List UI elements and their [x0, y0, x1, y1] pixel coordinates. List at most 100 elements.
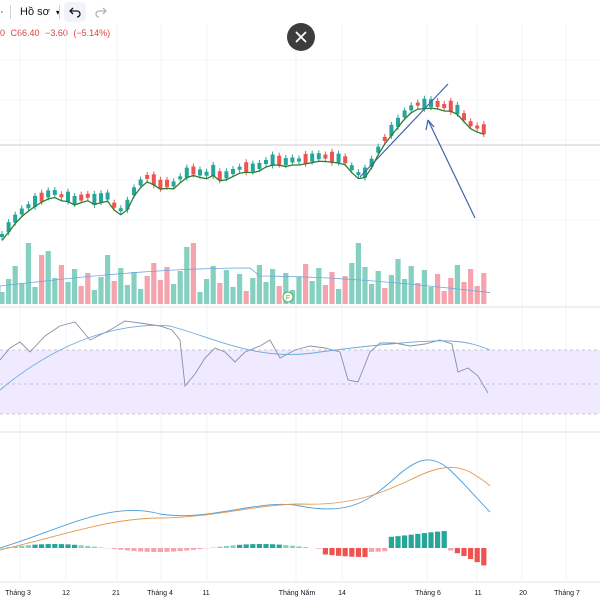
macd-histogram-bar	[256, 544, 262, 548]
volume-bar	[395, 259, 401, 304]
candle-body	[343, 156, 348, 164]
candle-body	[435, 100, 440, 107]
volume-bar	[382, 288, 388, 304]
candle-body	[231, 169, 235, 174]
macd-histogram-bar	[164, 548, 170, 552]
time-axis-label: 11	[474, 590, 481, 597]
volume-ma-line	[0, 267, 491, 293]
candle-body	[125, 199, 130, 210]
candle-body	[59, 194, 64, 198]
toolbar-separator	[10, 5, 11, 19]
volume-bar	[138, 289, 144, 304]
redo-button[interactable]	[90, 2, 112, 22]
candle-body	[442, 104, 447, 108]
volume-bar	[428, 287, 434, 304]
candle-body	[402, 110, 407, 118]
candle-body	[468, 121, 473, 127]
candle-body	[389, 124, 394, 136]
macd-histogram-bar	[322, 548, 328, 555]
volume-bar	[157, 280, 163, 304]
rsi-line	[0, 320, 489, 394]
volume-bar	[25, 243, 31, 304]
macd-histogram-bar	[12, 546, 18, 548]
legend-change-pct: (−5.14%)	[73, 28, 111, 38]
macd-histogram-bar	[190, 548, 196, 550]
volume-bar	[441, 291, 447, 304]
close-button[interactable]	[287, 23, 315, 51]
candle-body	[171, 181, 176, 187]
macd-histogram-bar	[428, 532, 434, 548]
macd-histogram-bar	[45, 544, 51, 548]
macd-histogram-bar	[461, 548, 467, 557]
volume-bar	[250, 278, 256, 304]
macd-histogram-bar	[270, 544, 276, 548]
volume-bar	[362, 267, 368, 304]
macd-histogram-bar	[283, 545, 289, 548]
toolbar-left-edge[interactable]: ·	[0, 6, 4, 18]
volume-bar	[105, 255, 111, 304]
time-axis-label: 20	[519, 590, 527, 597]
event-marker-icon: F	[282, 291, 294, 303]
candle-body	[415, 102, 420, 106]
volume-bar	[408, 266, 414, 304]
volume-bar	[164, 267, 170, 304]
volume-bar	[111, 281, 117, 304]
candle-body	[191, 166, 196, 175]
time-axis-label: Tháng 7	[554, 590, 580, 597]
profile-menu-button[interactable]: Hồ sơ ▾	[20, 2, 60, 22]
macd-histogram-bar	[65, 544, 71, 548]
candle-body	[6, 222, 11, 233]
volume-bar	[98, 277, 104, 304]
close-icon	[295, 31, 307, 43]
macd-histogram-bar	[276, 544, 282, 548]
macd-pane	[0, 459, 491, 566]
volume-bar	[91, 290, 97, 304]
candle-body	[165, 179, 169, 187]
macd-histogram-bar	[369, 548, 375, 552]
macd-histogram-bar	[355, 548, 361, 557]
volume-bar	[263, 282, 269, 304]
macd-histogram-bar	[144, 548, 150, 552]
volume-bar	[12, 266, 18, 304]
volume-bar	[296, 277, 302, 304]
macd-histogram-bar	[342, 548, 348, 557]
macd-histogram-bar	[408, 534, 414, 548]
macd-histogram-bar	[25, 545, 31, 548]
volume-bar	[481, 273, 487, 304]
legend-partial-value: 0	[0, 28, 6, 38]
macd-histogram-bar	[362, 548, 368, 557]
volume-bar	[461, 282, 467, 304]
macd-histogram-bar	[118, 548, 124, 550]
macd-histogram-bar	[388, 536, 394, 548]
volume-bar	[421, 270, 427, 304]
volume-bar	[388, 275, 394, 304]
candle-body	[39, 192, 44, 202]
candle-body	[52, 190, 57, 196]
candle-body	[211, 164, 216, 176]
macd-line	[0, 459, 491, 549]
candle-body	[409, 105, 414, 111]
macd-histogram-bar	[441, 531, 447, 548]
macd-histogram-bar	[336, 548, 342, 556]
macd-histogram-bar	[177, 548, 183, 552]
undo-icon	[69, 7, 81, 18]
volume-bar	[118, 268, 124, 304]
volume-bar	[454, 265, 460, 304]
volume-bar	[355, 243, 361, 304]
macd-histogram-bar	[85, 545, 91, 548]
macd-histogram-bar	[316, 548, 322, 549]
macd-histogram-bar	[184, 548, 190, 551]
volume-bar	[303, 264, 309, 304]
candle-body	[72, 196, 77, 204]
volume-bar	[85, 273, 91, 304]
candle-body	[217, 171, 222, 181]
time-axis-label: Tháng 3	[5, 590, 31, 597]
volume-bar	[402, 279, 408, 304]
legend-close: C66.40	[10, 28, 40, 38]
volume-bar	[448, 278, 454, 304]
volume-bar	[468, 269, 474, 304]
macd-histogram-bar	[78, 545, 84, 548]
macd-histogram-bar	[474, 548, 480, 563]
undo-button[interactable]	[64, 2, 86, 22]
